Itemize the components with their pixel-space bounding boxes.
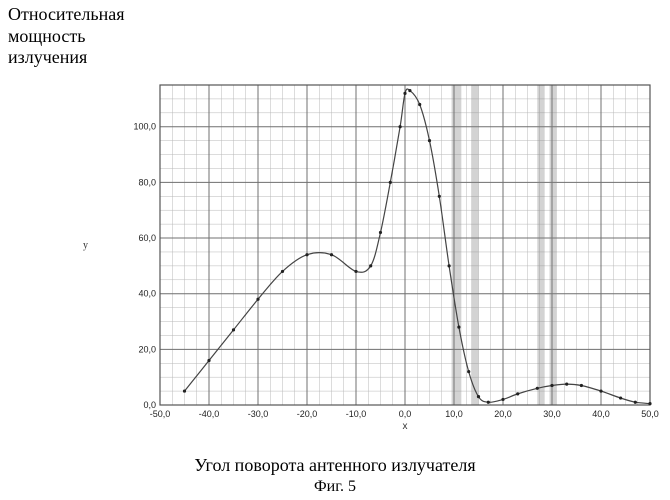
x-axis-title: Угол поворота антенного излучателя [0, 455, 670, 476]
svg-text:0,0: 0,0 [399, 409, 412, 419]
svg-text:30,0: 30,0 [543, 409, 561, 419]
y-axis-small-label: y [83, 240, 88, 251]
svg-text:-50,0: -50,0 [150, 409, 171, 419]
svg-text:20,0: 20,0 [494, 409, 512, 419]
figure-caption: Фиг. 5 [0, 478, 670, 496]
chart-container: -50,0 -40,0 -30,0 -20,0 -10,0 0,0 10,0 20,0 30,0… [105, 75, 660, 430]
svg-text:80,0: 80,0 [138, 177, 156, 187]
y-axis-title: Относительная мощность излучения [8, 4, 125, 69]
svg-text:40,0: 40,0 [138, 289, 156, 299]
svg-text:-20,0: -20,0 [297, 409, 318, 419]
svg-text:60,0: 60,0 [138, 233, 156, 243]
svg-text:20,0: 20,0 [138, 344, 156, 354]
svg-text:0,0: 0,0 [143, 400, 156, 410]
svg-text:-30,0: -30,0 [248, 409, 269, 419]
svg-text:40,0: 40,0 [592, 409, 610, 419]
svg-text:50,0: 50,0 [641, 409, 659, 419]
svg-text:100,0: 100,0 [133, 122, 156, 132]
svg-text:10,0: 10,0 [445, 409, 463, 419]
line-chart: -50,0 -40,0 -30,0 -20,0 -10,0 0,0 10,0 20,0 30,0… [105, 75, 660, 430]
svg-text:-10,0: -10,0 [346, 409, 367, 419]
svg-text:-40,0: -40,0 [199, 409, 220, 419]
svg-text:x: x [403, 421, 408, 430]
